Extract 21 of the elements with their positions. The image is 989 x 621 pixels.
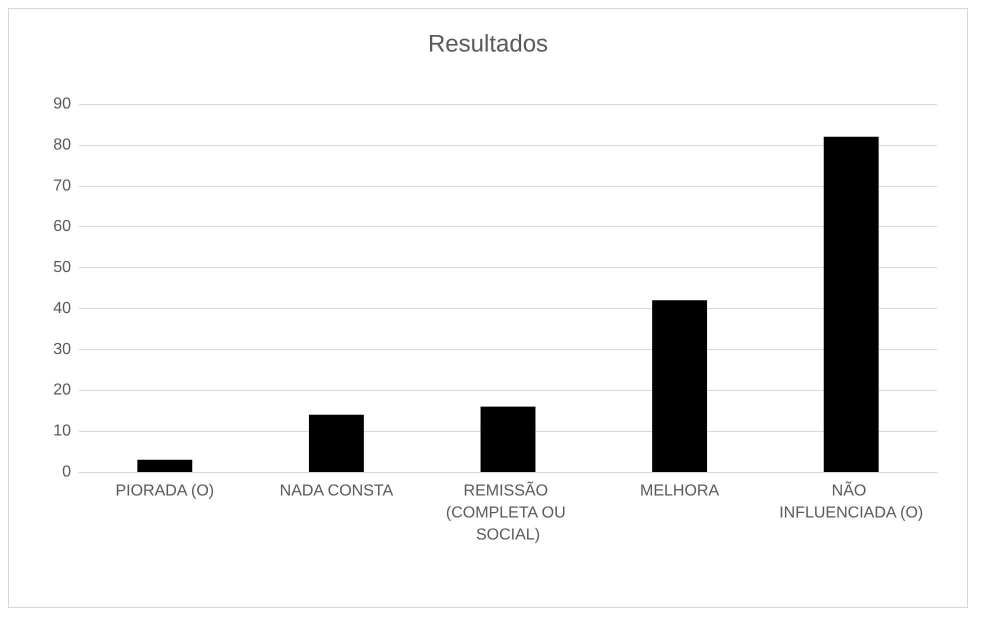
bar xyxy=(137,460,192,472)
y-tick-label: 80 xyxy=(53,136,72,154)
y-tick-label: 30 xyxy=(53,340,72,358)
bar xyxy=(480,406,536,472)
x-tick-label: REMISSÃO (COMPLETA OU SOCIAL) xyxy=(446,480,570,544)
y-tick-label: 60 xyxy=(53,218,72,236)
x-tick-label: NADA CONSTA xyxy=(280,482,394,500)
y-tick-label: 40 xyxy=(53,300,72,317)
y-tick-label: 90 xyxy=(53,96,72,112)
y-tick-label: 10 xyxy=(53,422,72,440)
chart-title: Resultados xyxy=(428,30,548,58)
bar xyxy=(652,300,708,472)
bar xyxy=(308,414,364,472)
y-tick-label: 50 xyxy=(53,259,72,276)
y-tick-label: 20 xyxy=(53,382,72,399)
x-tick-label: NÃO INFLUENCIADA (O) xyxy=(779,480,924,522)
bar xyxy=(824,136,879,472)
y-tick-label: 0 xyxy=(62,464,72,480)
y-tick-label: 70 xyxy=(53,177,72,194)
x-tick-label: PIORADA (O) xyxy=(115,482,214,500)
x-tick-label: MELHORA xyxy=(640,482,720,500)
